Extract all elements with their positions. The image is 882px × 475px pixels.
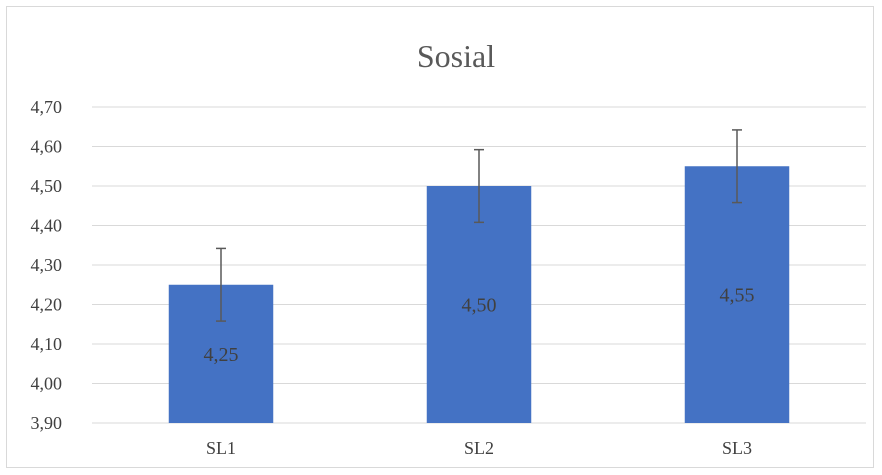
y-tick-label: 4,70	[31, 97, 63, 117]
x-tick-label: SL2	[464, 438, 494, 458]
error-bar-sl3	[732, 129, 742, 204]
y-tick-label: 4,60	[31, 137, 63, 157]
y-tick-label: 4,10	[31, 334, 63, 354]
x-tick-label: SL1	[206, 438, 236, 458]
chart-title: Sosial	[417, 38, 495, 74]
y-tick-label: 4,50	[31, 176, 63, 196]
x-axis-ticks: SL1 SL2 SL3	[206, 438, 752, 458]
data-label-sl3: 4,55	[720, 285, 755, 307]
y-tick-label: 3,90	[31, 413, 63, 433]
y-tick-label: 4,20	[31, 295, 63, 315]
data-label-sl1: 4,25	[204, 344, 239, 366]
x-tick-label: SL3	[722, 438, 752, 458]
y-tick-label: 4,40	[31, 216, 63, 236]
data-label-sl2: 4,50	[462, 295, 497, 317]
error-bar-sl1	[216, 247, 226, 322]
error-bars	[216, 129, 742, 322]
y-axis-ticks: 3,90 4,00 4,10 4,20 4,30 4,40 4,50 4,60 4,70	[31, 97, 63, 433]
data-labels: 4,25 4,50 4,55	[204, 285, 755, 366]
y-tick-label: 4,30	[31, 255, 63, 275]
bar-sl2	[426, 186, 532, 423]
bar-sl3	[684, 166, 790, 423]
error-bar-sl2	[474, 148, 484, 224]
bars	[168, 166, 790, 423]
y-tick-label: 4,00	[31, 374, 63, 394]
